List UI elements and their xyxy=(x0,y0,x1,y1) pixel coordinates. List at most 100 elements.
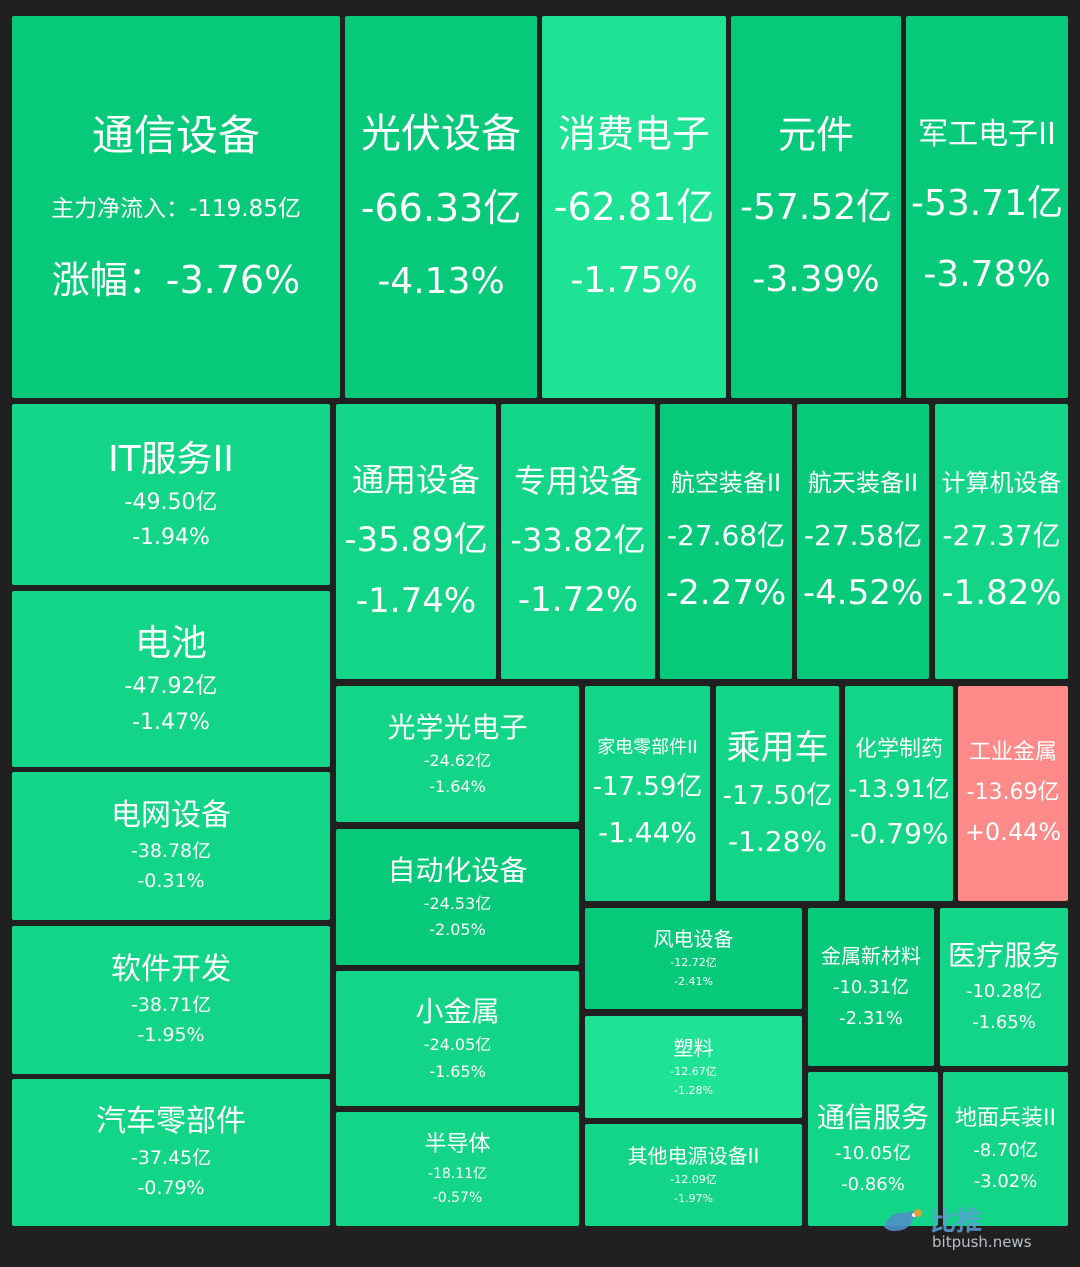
tile-change: -4.13% xyxy=(377,261,505,303)
tile-change: -2.31% xyxy=(839,1007,903,1029)
treemap-tile[interactable]: 电池 -47.92亿 -1.47% xyxy=(12,591,330,767)
tile-change: -1.74% xyxy=(355,580,477,621)
tile-change: -0.31% xyxy=(137,870,205,893)
tile-sector-name: 半导体 xyxy=(424,1132,491,1158)
tile-change: -0.57% xyxy=(432,1189,483,1206)
treemap-tile[interactable]: 塑料 -12.67亿 -1.28% xyxy=(585,1016,802,1118)
watermark-brand: 比推 xyxy=(930,1207,983,1237)
tile-change: -3.39% xyxy=(752,258,880,300)
treemap-tile[interactable]: 地面兵装II -8.70亿 -3.02% xyxy=(943,1072,1068,1226)
tile-net-inflow: -66.33亿 xyxy=(360,186,522,231)
tile-sector-name: 航空装备II xyxy=(670,469,782,498)
tile-change: -3.02% xyxy=(973,1170,1038,1192)
tile-sector-name: 航天装备II xyxy=(807,469,919,498)
tile-net-inflow: -17.50亿 xyxy=(722,781,833,811)
treemap-tile[interactable]: 自动化设备 -24.53亿 -2.05% xyxy=(336,829,579,965)
tile-sector-name: 光伏设备 xyxy=(361,111,521,158)
tile-net-inflow: -37.45亿 xyxy=(130,1146,212,1169)
tile-net-inflow: -35.89亿 xyxy=(344,519,488,560)
watermark-site: bitpush.news xyxy=(932,1233,1032,1251)
treemap-tile[interactable]: 化学制药 -13.91亿 -0.79% xyxy=(845,686,953,901)
tile-net-inflow: -10.05亿 xyxy=(834,1143,912,1165)
tile-sector-name: 自动化设备 xyxy=(387,853,528,887)
treemap-tile[interactable]: 风电设备 -12.72亿 -2.41% xyxy=(585,908,802,1009)
tile-sector-name: 化学制药 xyxy=(854,736,943,762)
treemap-tile[interactable]: 工业金属 -13.69亿 +0.44% xyxy=(958,686,1068,901)
treemap-tile[interactable]: 计算机设备 -27.37亿 -1.82% xyxy=(935,404,1068,679)
treemap-tile[interactable]: 医疗服务 -10.28亿 -1.65% xyxy=(940,908,1068,1066)
tile-net-inflow: -12.67亿 xyxy=(670,1064,717,1078)
treemap-tile[interactable]: 航空装备II -27.68亿 -2.27% xyxy=(660,404,792,679)
tile-sector-name: 乘用车 xyxy=(726,727,829,768)
tile-net-inflow: -27.68亿 xyxy=(666,518,786,552)
treemap-tile[interactable]: 金属新材料 -10.31亿 -2.31% xyxy=(808,908,934,1066)
tile-sector-name: 元件 xyxy=(777,112,854,157)
tile-net-inflow: -33.82亿 xyxy=(510,520,646,559)
tile-net-inflow: -38.71亿 xyxy=(130,994,212,1017)
treemap-tile[interactable]: 乘用车 -17.50亿 -1.28% xyxy=(716,686,839,901)
tile-change: -2.05% xyxy=(429,920,486,940)
tile-sector-name: 电网设备 xyxy=(111,797,231,833)
treemap-tile[interactable]: 汽车零部件 -37.45亿 -0.79% xyxy=(12,1079,330,1226)
treemap-tile[interactable]: 消费电子 -62.81亿 -1.75% xyxy=(542,16,726,398)
tile-net-inflow: -13.91亿 xyxy=(848,775,950,804)
tile-net-inflow: -38.78亿 xyxy=(130,840,212,863)
tile-net-inflow: -62.81亿 xyxy=(553,185,715,230)
tile-net-inflow: -24.62亿 xyxy=(423,750,492,770)
tile-net-inflow: -10.28亿 xyxy=(965,981,1043,1003)
tile-change: -1.28% xyxy=(727,824,828,858)
tile-change: -1.47% xyxy=(132,709,210,735)
tile-change: -1.44% xyxy=(597,815,698,849)
tile-net-inflow: -49.50亿 xyxy=(124,489,218,515)
treemap-tile[interactable]: 其他电源设备II -12.09亿 -1.97% xyxy=(585,1124,802,1226)
watermark: 比推 bitpush.news xyxy=(880,1201,1060,1251)
tile-change: -1.82% xyxy=(941,572,1062,613)
tile-net-inflow: -24.53亿 xyxy=(423,893,492,913)
treemap-tile[interactable]: 元件 -57.52亿 -3.39% xyxy=(731,16,901,398)
tile-change: -0.79% xyxy=(137,1176,205,1199)
tile-net-inflow: -12.72亿 xyxy=(670,956,717,970)
tile-net-inflow: -24.05亿 xyxy=(423,1035,492,1055)
tile-net-inflow: -27.58亿 xyxy=(803,518,923,552)
treemap-tile[interactable]: 通信设备 主力净流入：-119.85亿 涨幅：-3.76% xyxy=(12,16,340,398)
tile-sector-name: IT服务II xyxy=(108,438,234,480)
treemap-tile[interactable]: 光学光电子 -24.62亿 -1.64% xyxy=(336,686,579,822)
treemap-tile[interactable]: 军工电子II -53.71亿 -3.78% xyxy=(906,16,1068,398)
treemap-tile[interactable]: 光伏设备 -66.33亿 -4.13% xyxy=(345,16,537,398)
treemap-tile[interactable]: 通用设备 -35.89亿 -1.74% xyxy=(336,404,496,679)
treemap-tile[interactable]: IT服务II -49.50亿 -1.94% xyxy=(12,404,330,585)
tile-net-inflow: 主力净流入：-119.85亿 xyxy=(51,196,301,223)
treemap-tile[interactable]: 通信服务 -10.05亿 -0.86% xyxy=(808,1072,938,1226)
tile-net-inflow: -8.70亿 xyxy=(973,1139,1038,1161)
tile-sector-name: 计算机设备 xyxy=(941,469,1062,498)
tile-sector-name: 通用设备 xyxy=(351,461,480,499)
tile-change: -1.95% xyxy=(137,1024,205,1047)
tile-sector-name: 汽车零部件 xyxy=(96,1104,246,1140)
tile-change: -1.28% xyxy=(674,1083,713,1097)
tile-change: -2.41% xyxy=(674,975,713,988)
tile-sector-name: 光学光电子 xyxy=(387,710,528,744)
tile-sector-name: 塑料 xyxy=(673,1035,714,1060)
tile-change: -1.72% xyxy=(517,579,639,620)
tile-change: -3.78% xyxy=(923,254,1051,296)
tile-change: -1.65% xyxy=(972,1012,1036,1034)
tile-sector-name: 通信设备 xyxy=(91,110,260,160)
tile-sector-name: 消费电子 xyxy=(557,111,710,156)
tile-change: -4.52% xyxy=(802,572,924,613)
treemap-tile[interactable]: 航天装备II -27.58亿 -4.52% xyxy=(797,404,929,679)
treemap-tile[interactable]: 电网设备 -38.78亿 -0.31% xyxy=(12,772,330,920)
treemap-tile[interactable]: 家电零部件II -17.59亿 -1.44% xyxy=(585,686,710,901)
tile-sector-name: 小金属 xyxy=(415,995,500,1029)
tile-change: -2.27% xyxy=(665,572,787,613)
treemap-tile[interactable]: 小金属 -24.05亿 -1.65% xyxy=(336,971,579,1106)
tile-net-inflow: -47.92亿 xyxy=(124,674,218,700)
tile-sector-name: 通信服务 xyxy=(816,1101,929,1135)
treemap-tile[interactable]: 软件开发 -38.71亿 -1.95% xyxy=(12,926,330,1074)
tile-sector-name: 军工电子II xyxy=(918,117,1056,153)
tile-sector-name: 专用设备 xyxy=(513,462,642,501)
tile-net-inflow: -13.69亿 xyxy=(966,779,1060,805)
treemap-tile[interactable]: 半导体 -18.11亿 -0.57% xyxy=(336,1112,579,1226)
treemap-tile[interactable]: 专用设备 -33.82亿 -1.72% xyxy=(501,404,655,679)
tile-sector-name: 地面兵装II xyxy=(955,1105,1056,1131)
